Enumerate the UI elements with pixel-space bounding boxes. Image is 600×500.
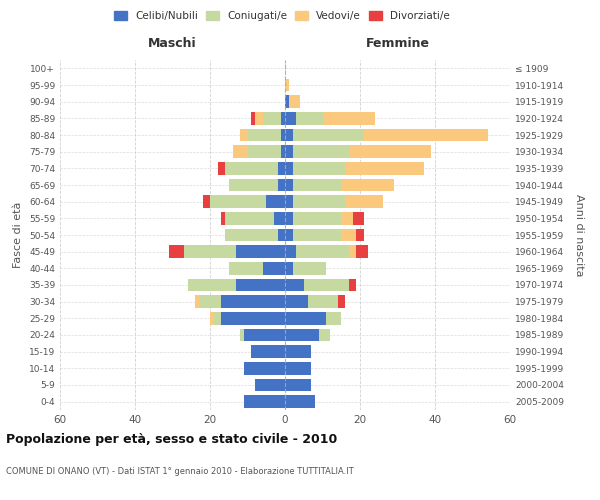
Bar	[304, 279, 349, 291]
Bar	[203, 196, 210, 208]
Bar	[285, 112, 296, 124]
Bar	[225, 229, 277, 241]
Bar	[285, 162, 293, 174]
Bar	[285, 246, 296, 258]
Bar	[341, 212, 353, 224]
Text: Maschi: Maschi	[148, 37, 197, 50]
Bar	[285, 79, 289, 92]
Bar	[236, 246, 285, 258]
Text: Popolazione per età, sesso e stato civile - 2010: Popolazione per età, sesso e stato civil…	[6, 432, 337, 446]
Bar	[319, 329, 330, 341]
Bar	[285, 296, 308, 308]
Bar	[169, 246, 184, 258]
Bar	[210, 196, 266, 208]
Bar	[277, 229, 285, 241]
Bar	[233, 146, 248, 158]
Bar	[187, 279, 236, 291]
Bar	[285, 362, 311, 374]
Bar	[285, 329, 319, 341]
Bar	[221, 212, 225, 224]
Bar	[251, 112, 255, 124]
Bar	[225, 162, 277, 174]
Bar	[244, 396, 285, 408]
Bar	[240, 329, 244, 341]
Bar	[277, 179, 285, 192]
Bar	[364, 129, 487, 141]
Bar	[214, 312, 221, 324]
Bar	[289, 96, 300, 108]
Bar	[323, 112, 375, 124]
Bar	[293, 146, 349, 158]
Bar	[293, 196, 345, 208]
Bar	[353, 212, 364, 224]
Bar	[277, 162, 285, 174]
Y-axis label: Fasce di età: Fasce di età	[13, 202, 23, 268]
Bar	[263, 262, 285, 274]
Bar	[184, 246, 236, 258]
Bar	[293, 262, 326, 274]
Bar	[274, 212, 285, 224]
Bar	[225, 212, 274, 224]
Y-axis label: Anni di nascita: Anni di nascita	[574, 194, 584, 276]
Bar	[251, 346, 285, 358]
Bar	[285, 379, 311, 391]
Bar	[285, 212, 293, 224]
Bar	[210, 312, 214, 324]
Bar	[218, 162, 225, 174]
Bar	[244, 362, 285, 374]
Bar	[296, 112, 323, 124]
Bar	[345, 162, 424, 174]
Bar	[199, 296, 221, 308]
Bar	[341, 229, 356, 241]
Bar	[285, 229, 293, 241]
Bar	[326, 312, 341, 324]
Bar	[285, 346, 311, 358]
Bar	[281, 129, 285, 141]
Bar	[281, 112, 285, 124]
Bar	[356, 246, 367, 258]
Bar	[293, 129, 364, 141]
Bar	[248, 129, 281, 141]
Bar	[285, 262, 293, 274]
Bar	[285, 129, 293, 141]
Bar	[240, 129, 248, 141]
Bar	[221, 312, 285, 324]
Bar	[281, 146, 285, 158]
Bar	[337, 296, 345, 308]
Bar	[293, 179, 341, 192]
Bar	[285, 396, 315, 408]
Bar	[244, 329, 285, 341]
Bar	[236, 279, 285, 291]
Bar	[345, 196, 383, 208]
Bar	[195, 296, 199, 308]
Bar	[285, 96, 289, 108]
Bar	[285, 279, 304, 291]
Bar	[285, 179, 293, 192]
Bar	[356, 229, 364, 241]
Bar	[285, 146, 293, 158]
Bar	[263, 112, 281, 124]
Bar	[229, 179, 277, 192]
Bar	[349, 246, 356, 258]
Legend: Celibi/Nubili, Coniugati/e, Vedovi/e, Divorziati/e: Celibi/Nubili, Coniugati/e, Vedovi/e, Di…	[111, 8, 453, 24]
Text: Femmine: Femmine	[365, 37, 430, 50]
Bar	[293, 162, 345, 174]
Bar	[293, 212, 341, 224]
Bar	[248, 146, 281, 158]
Bar	[341, 179, 394, 192]
Bar	[349, 279, 356, 291]
Bar	[229, 262, 263, 274]
Bar	[349, 146, 431, 158]
Bar	[255, 112, 263, 124]
Bar	[308, 296, 337, 308]
Bar	[285, 312, 326, 324]
Bar	[221, 296, 285, 308]
Bar	[293, 229, 341, 241]
Text: COMUNE DI ONANO (VT) - Dati ISTAT 1° gennaio 2010 - Elaborazione TUTTITALIA.IT: COMUNE DI ONANO (VT) - Dati ISTAT 1° gen…	[6, 468, 354, 476]
Bar	[255, 379, 285, 391]
Bar	[296, 246, 349, 258]
Bar	[266, 196, 285, 208]
Bar	[285, 196, 293, 208]
